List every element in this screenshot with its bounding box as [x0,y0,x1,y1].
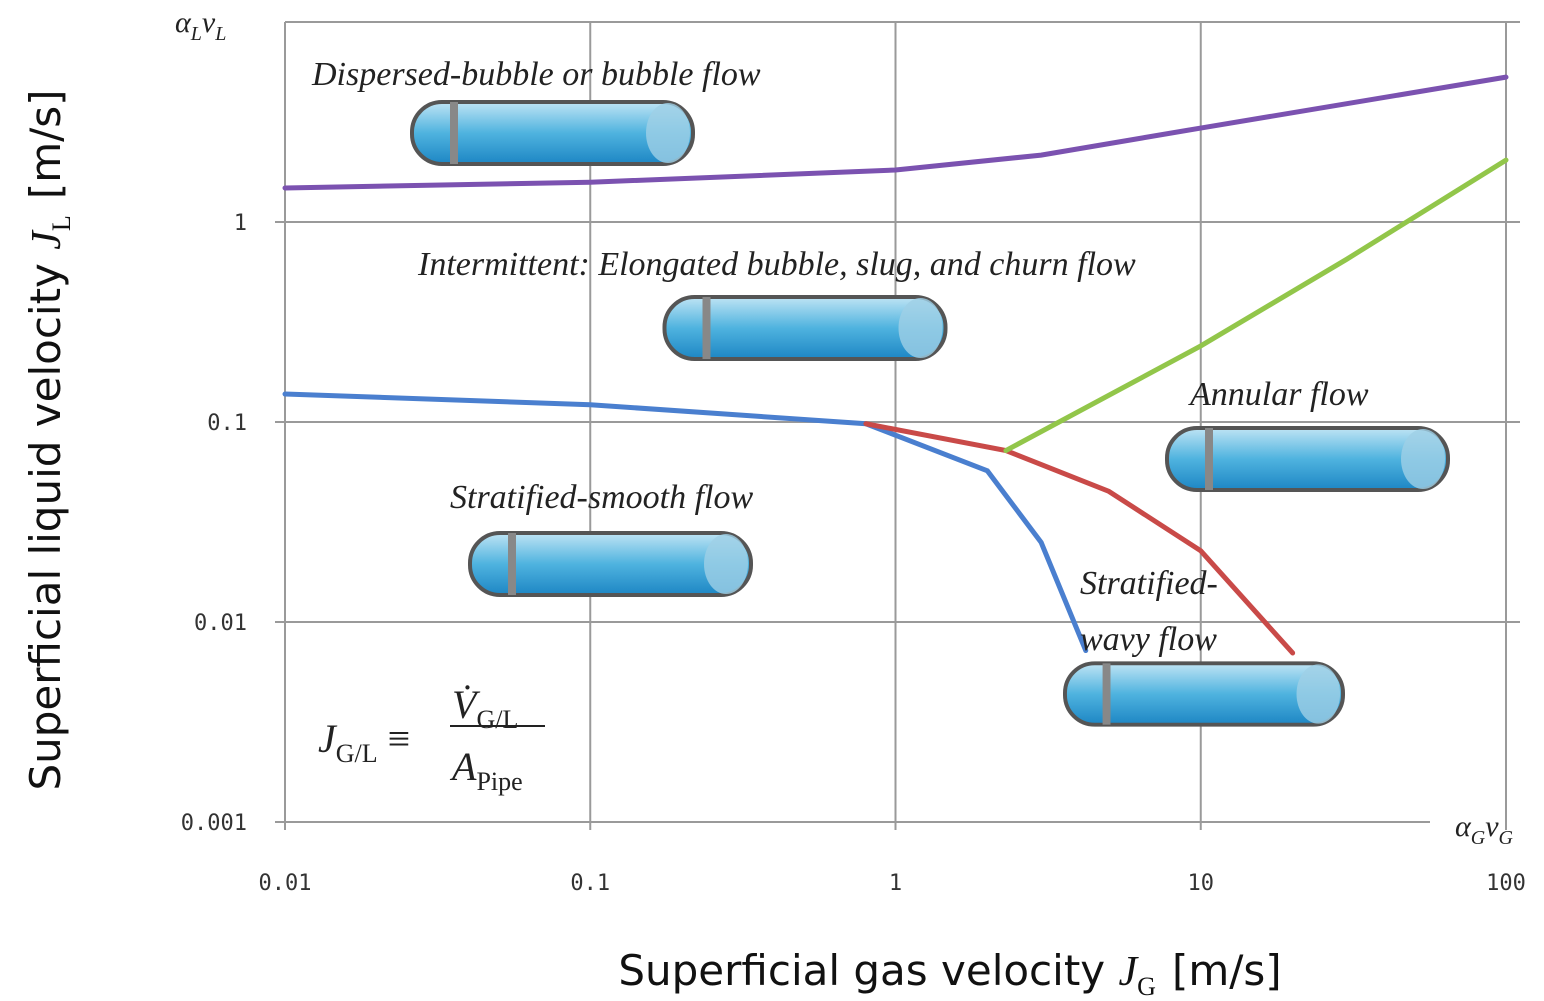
x-label-sub: G [1137,972,1156,1001]
formula-symbol: A [449,744,477,789]
x-corner-label: αGvG [1455,810,1514,849]
pipe-icon [1167,428,1448,490]
pipe-illustrations [412,102,1448,725]
region-label: Annular flow [1188,376,1369,413]
formula-lhs: JG/L≡ [318,716,410,768]
region-label: Stratified-smooth flow [450,479,754,516]
formula-sub: Pipe [476,767,522,796]
corner-symbol: α [175,6,192,39]
region-label: Stratified- [1080,565,1218,602]
x-tick-label: 10 [1188,871,1215,896]
x-tick-label: 1 [889,871,902,896]
y-tick-label: 1 [234,211,247,236]
region-label: Intermittent: Elongated bubble, slug, an… [417,246,1136,283]
y-tick-label: 0.01 [194,611,247,636]
x-axis-label: Superficial gas velocity JG[m/s] [618,946,1281,1001]
chart: Superficial gas velocity JG[m/s] Superfi… [0,0,1544,1001]
formula-sub: G/L [476,705,518,734]
corner-sub: L [214,23,226,45]
x-label-unit: [m/s] [1172,946,1282,995]
y-tick-label: 0.001 [181,811,247,836]
region-label: wavy flow [1080,621,1217,658]
pipe-icon [470,533,751,595]
pipe-icon [1065,663,1343,724]
corner-sub: G [1499,827,1514,849]
formula-sub: G/L [336,739,378,768]
y-label-text: Superficial liquid velocity [21,263,70,790]
y-label-unit: [m/s] [21,89,70,199]
pipe-icon [412,102,693,164]
series-line [285,394,1086,651]
y-axis-label: Superficial liquid velocity JL[m/s] [21,89,76,790]
x-label-text: Superficial gas velocity [618,946,1105,995]
corner-symbol: α [1455,810,1472,843]
pipe-icon [665,297,946,359]
corner-symbol: v [202,6,216,39]
formula: JG/L≡ V̇G/L APipe [318,682,545,796]
y-corner-label: αLvL [175,6,226,45]
formula-den: APipe [449,744,523,796]
y-tick-label: 0.1 [207,411,247,436]
region-label: Dispersed-bubble or bubble flow [311,56,761,93]
x-tick-label: 0.01 [259,871,312,896]
formula-op: ≡ [388,716,411,761]
corner-sub: L [190,23,202,45]
x-tick-label: 100 [1486,871,1526,896]
x-tick-label: 0.1 [570,871,610,896]
y-label-sub: L [47,215,76,231]
corner-symbol: v [1485,810,1499,843]
corner-sub: G [1471,827,1486,849]
